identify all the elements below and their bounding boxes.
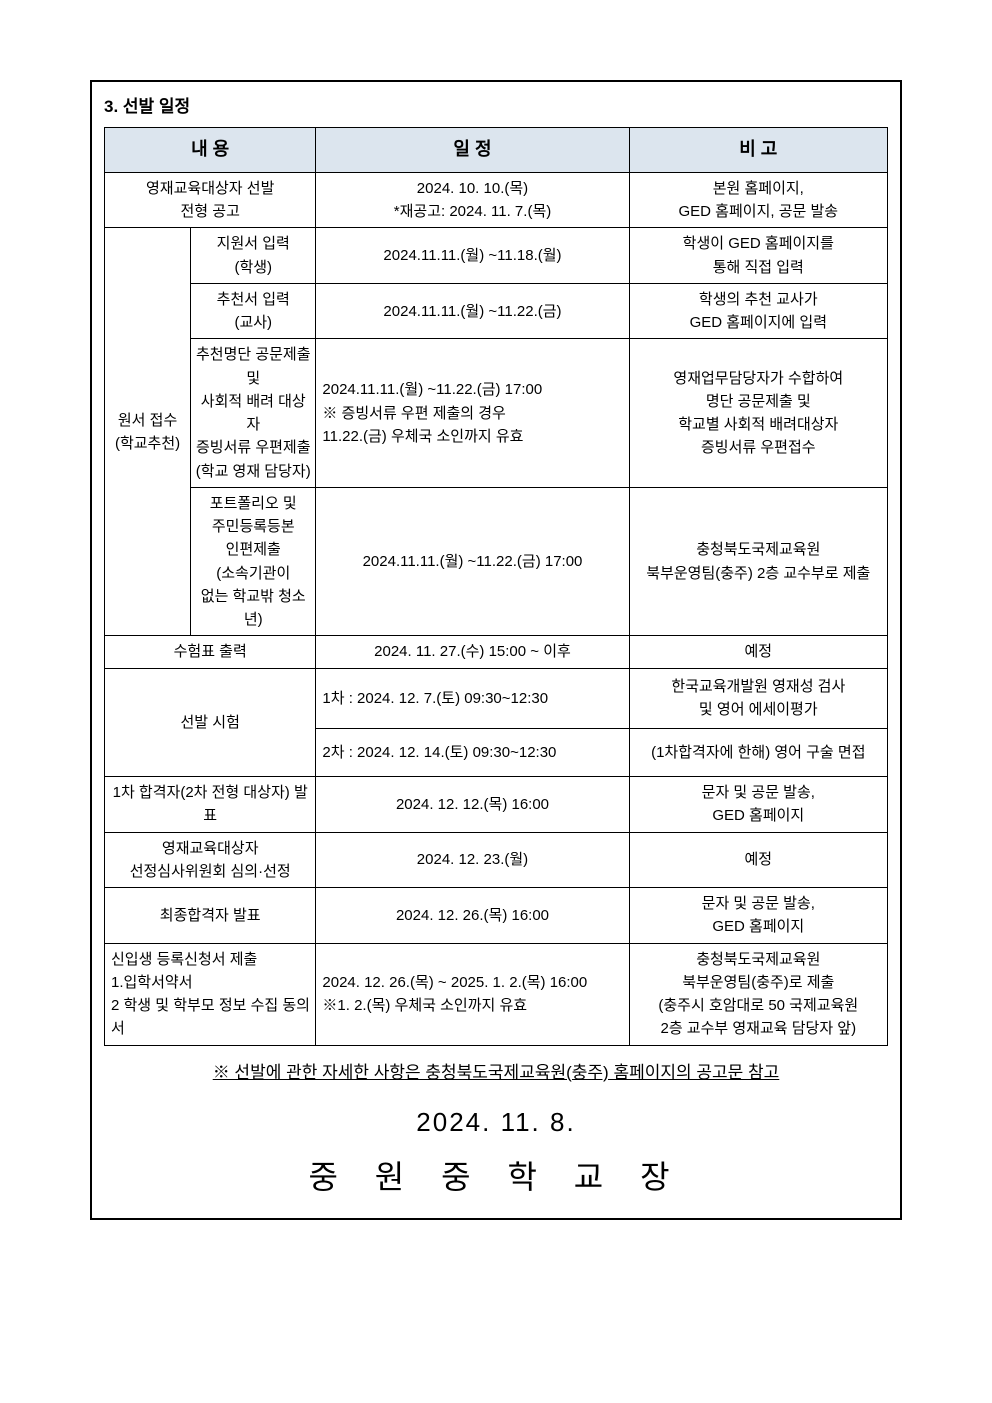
table-row: 추천서 입력(교사) 2024.11.11.(월) ~11.22.(금) 학생의… (105, 283, 888, 339)
header-schedule: 일 정 (316, 128, 629, 173)
cell-group-label: 원서 접수(학교추천) (105, 228, 191, 636)
table-row: 최종합격자 발표 2024. 12. 26.(목) 16:00 문자 및 공문 … (105, 888, 888, 944)
cell-content: 최종합격자 발표 (105, 888, 316, 944)
cell-schedule: 2024.11.11.(월) ~11.18.(월) (316, 228, 629, 284)
table-row: 수험표 출력 2024. 11. 27.(수) 15:00 ~ 이후 예정 (105, 636, 888, 668)
cell-remark: (1차합격자에 한해) 영어 구술 면접 (629, 728, 887, 776)
table-row: 원서 접수(학교추천) 지원서 입력(학생) 2024.11.11.(월) ~1… (105, 228, 888, 284)
cell-schedule: 2024. 12. 26.(목) 16:00 (316, 888, 629, 944)
table-row: 포트폴리오 및주민등록등본인편제출(소속기관이없는 학교밖 청소년) 2024.… (105, 487, 888, 636)
cell-remark: 문자 및 공문 발송,GED 홈페이지 (629, 777, 887, 833)
cell-schedule: 2024.11.11.(월) ~11.22.(금) 17:00※ 증빙서류 우편… (316, 339, 629, 488)
cell-content: 1차 합격자(2차 전형 대상자) 발표 (105, 777, 316, 833)
cell-remark: 학생의 추천 교사가GED 홈페이지에 입력 (629, 283, 887, 339)
table-row: 선발 시험 1차 : 2024. 12. 7.(토) 09:30~12:30 한… (105, 668, 888, 728)
table-row: 영재교육대상자 선발전형 공고 2024. 10. 10.(목)*재공고: 20… (105, 172, 888, 228)
cell-sub: 포트폴리오 및주민등록등본인편제출(소속기관이없는 학교밖 청소년) (191, 487, 316, 636)
header-remark: 비 고 (629, 128, 887, 173)
table-header-row: 내 용 일 정 비 고 (105, 128, 888, 173)
cell-schedule: 2024. 11. 27.(수) 15:00 ~ 이후 (316, 636, 629, 668)
cell-schedule: 2차 : 2024. 12. 14.(토) 09:30~12:30 (316, 728, 629, 776)
cell-content: 신입생 등록신청서 제출1.입학서약서2 학생 및 학부모 정보 수집 동의서 (105, 943, 316, 1045)
cell-remark: 문자 및 공문 발송,GED 홈페이지 (629, 888, 887, 944)
cell-schedule: 2024.11.11.(월) ~11.22.(금) 17:00 (316, 487, 629, 636)
cell-content: 선발 시험 (105, 668, 316, 777)
cell-remark: 충청북도국제교육원북부운영팀(충주)로 제출(충주시 호암대로 50 국제교육원… (629, 943, 887, 1045)
cell-schedule: 2024.11.11.(월) ~11.22.(금) (316, 283, 629, 339)
cell-schedule: 2024. 12. 23.(월) (316, 832, 629, 888)
cell-remark: 본원 홈페이지,GED 홈페이지, 공문 발송 (629, 172, 887, 228)
document-frame: 3. 선발 일정 내 용 일 정 비 고 영재교육대상자 선발전형 공고 202… (90, 80, 902, 1220)
table-row: 영재교육대상자선정심사위원회 심의·선정 2024. 12. 23.(월) 예정 (105, 832, 888, 888)
cell-content: 수험표 출력 (105, 636, 316, 668)
cell-schedule: 2024. 12. 12.(목) 16:00 (316, 777, 629, 833)
signature: 중 원 중 학 교 장 (104, 1152, 888, 1198)
section-title: 3. 선발 일정 (104, 92, 888, 117)
cell-remark: 학생이 GED 홈페이지를통해 직접 입력 (629, 228, 887, 284)
table-row: 추천명단 공문제출 및사회적 배려 대상자증빙서류 우편제출(학교 영재 담당자… (105, 339, 888, 488)
cell-schedule: 2024. 10. 10.(목)*재공고: 2024. 11. 7.(목) (316, 172, 629, 228)
cell-remark: 예정 (629, 636, 887, 668)
header-content: 내 용 (105, 128, 316, 173)
schedule-table: 내 용 일 정 비 고 영재교육대상자 선발전형 공고 2024. 10. 10… (104, 127, 888, 1046)
cell-remark: 예정 (629, 832, 887, 888)
cell-remark: 한국교육개발원 영재성 검사및 영어 에세이평가 (629, 668, 887, 728)
cell-schedule: 1차 : 2024. 12. 7.(토) 09:30~12:30 (316, 668, 629, 728)
cell-content: 영재교육대상자 선발전형 공고 (105, 172, 316, 228)
table-row: 신입생 등록신청서 제출1.입학서약서2 학생 및 학부모 정보 수집 동의서 … (105, 943, 888, 1045)
cell-remark: 충청북도국제교육원북부운영팀(충주) 2층 교수부로 제출 (629, 487, 887, 636)
cell-content: 영재교육대상자선정심사위원회 심의·선정 (105, 832, 316, 888)
cell-sub: 추천서 입력(교사) (191, 283, 316, 339)
table-row: 1차 합격자(2차 전형 대상자) 발표 2024. 12. 12.(목) 16… (105, 777, 888, 833)
cell-sub: 지원서 입력(학생) (191, 228, 316, 284)
cell-remark: 영재업무담당자가 수합하여명단 공문제출 및학교별 사회적 배려대상자증빙서류 … (629, 339, 887, 488)
cell-schedule: 2024. 12. 26.(목) ~ 2025. 1. 2.(목) 16:00※… (316, 943, 629, 1045)
document-date: 2024. 11. 8. (104, 1107, 888, 1138)
footer-note: ※ 선발에 관한 자세한 사항은 충청북도국제교육원(충주) 홈페이지의 공고문… (104, 1058, 888, 1083)
cell-sub: 추천명단 공문제출 및사회적 배려 대상자증빙서류 우편제출(학교 영재 담당자… (191, 339, 316, 488)
